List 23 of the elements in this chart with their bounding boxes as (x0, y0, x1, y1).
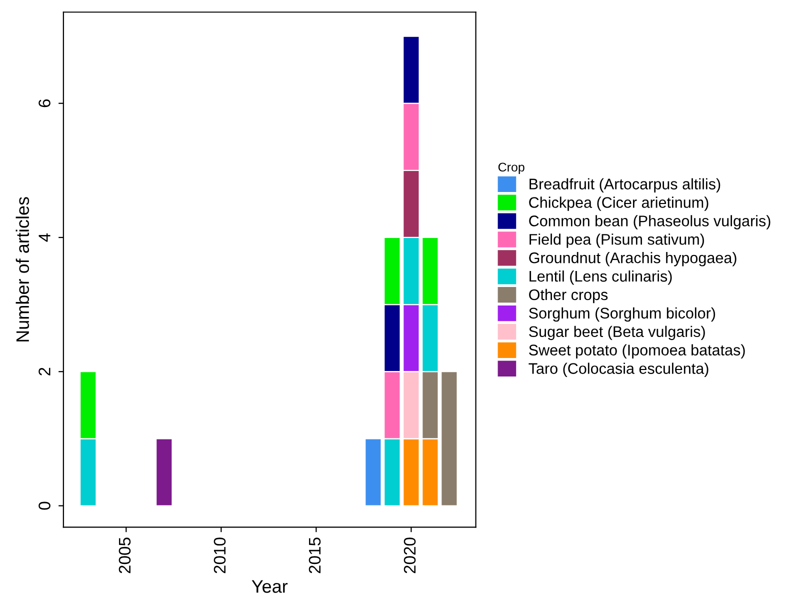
legend-label: Sweet potato (Ipomoea batatas) (529, 344, 745, 359)
y-axis-title: Number of articles (16, 197, 30, 342)
legend-label: Lentil (Lens culinaris) (530, 270, 672, 285)
legend-label: Sorghum (Sorghum bicolor) (529, 307, 716, 322)
legend-label: Field pea (Pisum sativum) (530, 234, 704, 248)
legend-label: Chickpea (Cicer arietinum) (529, 196, 708, 211)
bar (156, 438, 173, 506)
x-tick-label: 2010 (214, 538, 226, 574)
x-axis-title: Year (252, 580, 288, 593)
y-tick-label: 4 (38, 233, 50, 242)
y-tick-label: 2 (38, 368, 50, 376)
y-tick-label: 6 (38, 99, 50, 108)
x-tick-label: 2015 (308, 538, 321, 574)
legend-label: Common bean (Phaseolus vulgaris) (529, 215, 770, 230)
legend-label: Sugar beet (Beta vulgaris) (529, 326, 705, 340)
x-tick-label: 2005 (118, 538, 131, 574)
legend-label: Breadfruit (Artocarpus altilis) (530, 178, 720, 192)
y-tick-label: 0 (38, 502, 50, 510)
x-tick-label: 2020 (404, 538, 416, 574)
legend-title: Crop (498, 162, 524, 174)
legend-label: Other crops (529, 288, 608, 304)
legend-label: Taro (Colocasia esculenta) (528, 362, 708, 377)
legend-label: Groundnut (Arachis hypogaea) (529, 252, 736, 266)
